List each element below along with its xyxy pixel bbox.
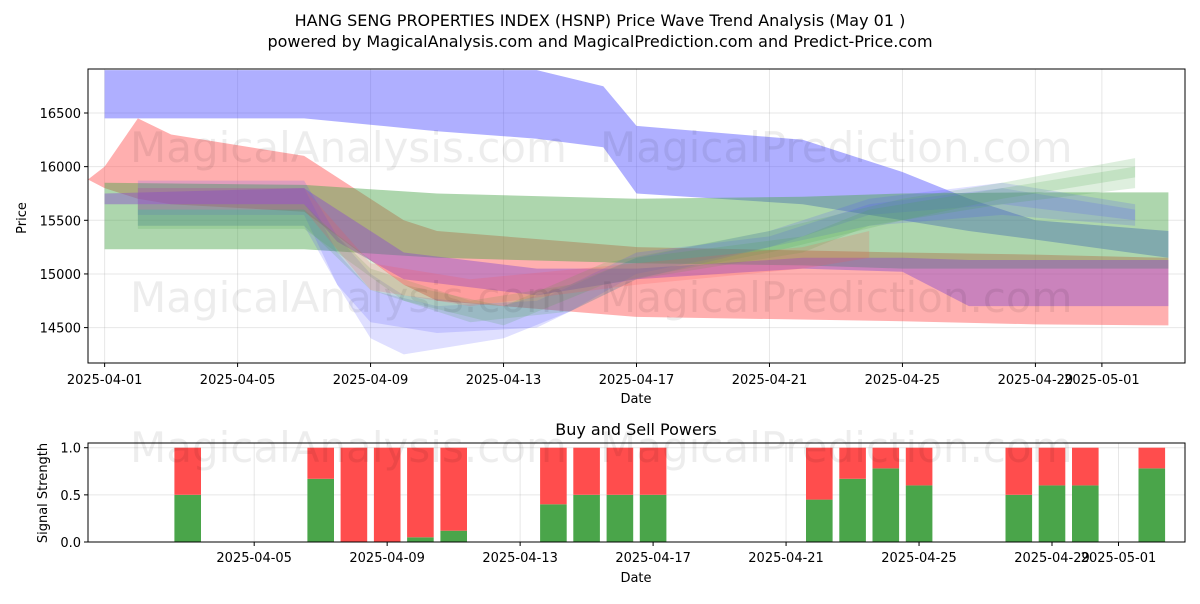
buy-power-bar (174, 494, 201, 542)
sell-power-bar (806, 447, 833, 500)
sell-power-bar (1072, 447, 1099, 486)
signal-x-tick-label: 2025-04-21 (748, 551, 824, 566)
signal-y-axis-label: Signal Strength (36, 443, 51, 543)
price-x-axis-label: Date (620, 392, 651, 407)
buy-power-bar (1005, 494, 1033, 542)
sell-power-bar (340, 447, 368, 542)
price-x-ticks: 2025-04-01 2025-04-05 2025-04-09 2025-04-13… (67, 363, 1140, 388)
buy-power-bar (905, 485, 933, 542)
price-x-tick-label: 2025-04-29 (998, 373, 1074, 388)
buy-power-bar (1138, 468, 1166, 542)
price-grid (88, 69, 1185, 363)
price-y-axis-label: Price (15, 202, 30, 234)
price-x-tick-label: 2025-05-01 (1064, 373, 1140, 388)
price-x-tick-label: 2025-04-09 (333, 373, 409, 388)
watermark-text: MagicalAnalysis.com (130, 273, 567, 322)
signal-x-tick-label: 2025-04-17 (615, 551, 691, 566)
sell-power-bar (573, 447, 600, 495)
price-y-tick-label: 16500 (40, 107, 81, 122)
buy-power-bar (606, 494, 634, 542)
signal-y-ticks: 0.0 0.5 1.0 (60, 442, 88, 551)
buy-power-bar (872, 468, 900, 542)
price-x-tick-label: 2025-04-13 (466, 373, 542, 388)
sell-power-bar (639, 447, 667, 495)
signal-title: Buy and Sell Powers (555, 420, 717, 439)
red-price-band (88, 118, 1169, 326)
price-x-tick-label: 2025-04-21 (732, 373, 808, 388)
signal-y-tick-label: 0.0 (60, 536, 81, 551)
price-y-ticks: 14500 15000 15500 16000 16500 (40, 107, 88, 337)
red-wave-band (137, 188, 870, 307)
price-x-tick-label: 2025-04-17 (599, 373, 675, 388)
buy-power-bar (307, 478, 334, 542)
sell-power-bar (174, 447, 201, 495)
buy-power-bar (1072, 485, 1099, 542)
watermark-text: MagicalPrediction.com (600, 423, 1073, 472)
buy-power-bar (839, 478, 866, 542)
sell-power-bar (540, 447, 567, 505)
price-x-tick-label: 2025-04-05 (200, 373, 276, 388)
signal-plot-frame (87, 442, 1186, 543)
signal-x-tick-label: 2025-04-05 (216, 551, 292, 566)
sell-power-bar (1138, 447, 1166, 469)
signal-watermarks: MagicalAnalysis.com MagicalPrediction.com (130, 423, 1073, 472)
green-price-band (104, 182, 1169, 269)
buy-power-bar (573, 494, 600, 542)
buy-power-bar (440, 530, 467, 542)
sell-power-bar (373, 447, 401, 542)
signal-y-tick-label: 0.5 (60, 489, 81, 504)
buy-power-bar (407, 537, 434, 542)
price-wave-panel: MagicalAnalysis.com MagicalPrediction.com… (15, 68, 1186, 407)
buy-power-bar (806, 499, 833, 542)
sell-power-bar (839, 447, 866, 479)
watermark-text: MagicalPrediction.com (600, 123, 1073, 172)
chart-title-line1: HANG SENG PROPERTIES INDEX (HSNP) Price … (295, 11, 906, 30)
price-y-tick-label: 16000 (40, 161, 81, 176)
price-x-tick-label: 2025-04-01 (67, 373, 143, 388)
signal-x-tick-label: 2025-04-25 (881, 551, 957, 566)
price-y-tick-label: 15000 (40, 268, 81, 283)
watermark-text: MagicalPrediction.com (600, 273, 1073, 322)
buy-power-bar (1038, 485, 1066, 542)
blue-price-band (104, 70, 1169, 258)
signal-x-axis-label: Date (620, 571, 651, 586)
signal-panel: Buy and Sell Powers MagicalAnalysis.com M… (36, 420, 1186, 586)
sell-power-bar (307, 447, 334, 479)
sell-power-bar (407, 447, 434, 538)
signal-y-tick-label: 1.0 (60, 442, 81, 457)
sell-power-bar (606, 447, 634, 495)
sell-power-bar (440, 447, 467, 531)
price-bands (88, 70, 1169, 326)
watermark-text: MagicalAnalysis.com (130, 423, 567, 472)
purple-price-band (104, 188, 1169, 307)
sell-power-bar (872, 447, 900, 469)
sell-power-bar (1005, 447, 1033, 495)
price-watermarks: MagicalAnalysis.com MagicalPrediction.com… (130, 123, 1073, 322)
blue-wave-band (137, 180, 1136, 355)
green-wave-band (137, 158, 1136, 326)
watermark-text: MagicalAnalysis.com (130, 123, 567, 172)
buy-power-bar (639, 494, 667, 542)
price-y-tick-label: 15500 (40, 214, 81, 229)
price-waves (137, 158, 1136, 355)
chart-title-line2: powered by MagicalAnalysis.com and Magic… (267, 32, 932, 51)
signal-x-ticks: 2025-04-05 2025-04-09 2025-04-13 2025-04-17… (216, 542, 1156, 566)
sell-power-bar (905, 447, 933, 486)
buy-power-bar (540, 504, 567, 542)
signal-x-tick-label: 2025-04-09 (349, 551, 425, 566)
signal-x-tick-label: 2025-04-29 (1014, 551, 1090, 566)
price-y-tick-label: 14500 (40, 322, 81, 337)
sell-power-bar (1038, 447, 1066, 486)
signal-x-tick-label: 2025-05-01 (1081, 551, 1157, 566)
signal-x-tick-label: 2025-04-13 (482, 551, 558, 566)
price-x-tick-label: 2025-04-25 (865, 373, 941, 388)
blue-wave-band (137, 182, 1136, 333)
green-wave-band (137, 166, 1136, 323)
signal-bars (174, 447, 1166, 542)
